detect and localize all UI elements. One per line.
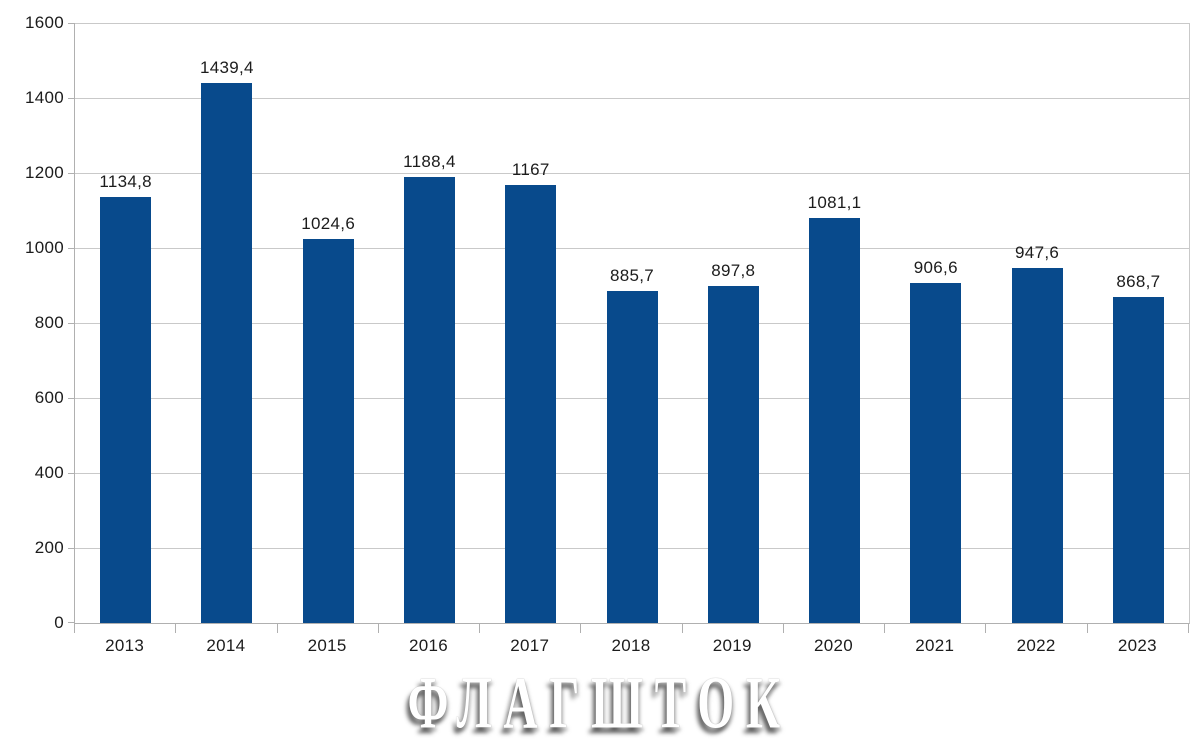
bar-2022 [1011, 267, 1063, 623]
gridline-1600 [75, 23, 1189, 24]
x-axis-tick-11 [1188, 624, 1189, 633]
x-axis-tick-7 [782, 624, 784, 633]
x-axis-label-2022: 2022 [1016, 636, 1056, 655]
x-axis-label-2018: 2018 [611, 636, 651, 655]
x-axis-tick-8 [884, 624, 886, 633]
y-axis-tick-400 [68, 473, 75, 474]
y-axis-label-400: 400 [34, 463, 64, 482]
x-axis-tick-3 [377, 624, 379, 633]
bar-2017 [505, 185, 557, 623]
y-axis-tick-1400 [68, 98, 75, 99]
bar-2014 [201, 83, 253, 623]
gridline-1200 [75, 173, 1189, 174]
bar-value-2022: 947,6 [1015, 242, 1060, 262]
bar-2015 [302, 238, 354, 623]
y-axis-tick-0 [68, 622, 75, 623]
x-axis-label-2023: 2023 [1117, 636, 1157, 655]
bar-2013 [100, 197, 152, 623]
bar-2023 [1112, 297, 1164, 623]
y-axis-label-1600: 1600 [24, 13, 64, 32]
y-axis-label-200: 200 [34, 538, 64, 557]
x-axis-tick-5 [580, 624, 582, 633]
bar-value-2018: 885,7 [609, 265, 655, 285]
bar-2020 [809, 217, 861, 623]
bar-value-2020: 1081,1 [807, 192, 862, 212]
x-axis-label-2021: 2021 [915, 636, 955, 655]
x-axis-tick-10 [1086, 624, 1088, 633]
x-axis-tick-4 [479, 624, 481, 633]
y-axis-label-0: 0 [54, 613, 64, 632]
watermark-logo-text: ФЛАГШТОК [407, 662, 793, 743]
bar-value-2021: 906,6 [913, 258, 958, 278]
y-axis-label-1200: 1200 [24, 163, 64, 182]
x-axis-label-2013: 2013 [105, 636, 145, 655]
y-axis-label-600: 600 [34, 388, 64, 407]
bar-value-2016: 1188,4 [403, 152, 456, 172]
x-axis-label-2017: 2017 [510, 636, 550, 655]
bar-value-2014: 1439,4 [200, 58, 254, 78]
bar-value-2015: 1024,6 [301, 213, 356, 233]
x-axis-label-2019: 2019 [712, 636, 752, 655]
x-axis-tick-6 [681, 624, 683, 633]
y-axis-label-1400: 1400 [24, 88, 64, 107]
x-axis-label-2015: 2015 [307, 636, 347, 655]
bar-2021 [910, 283, 962, 623]
x-axis-label-2020: 2020 [814, 636, 854, 655]
x-axis-tick-0 [74, 624, 75, 633]
x-axis-tick-9 [985, 624, 987, 633]
watermark-row: ФЛАГШТОК [0, 666, 1200, 740]
bar-value-2017: 1167 [511, 160, 550, 180]
bar-2018 [606, 290, 658, 623]
bar-value-2013: 1134,8 [99, 172, 152, 192]
bar-2016 [403, 177, 455, 623]
y-axis-tick-1200 [68, 173, 75, 174]
x-axis-label-2016: 2016 [408, 636, 448, 655]
gridline-1000 [75, 248, 1189, 249]
y-axis-tick-1000 [68, 248, 75, 249]
x-axis-tick-2 [276, 624, 278, 633]
y-axis-tick-600 [68, 398, 75, 399]
y-axis-tick-200 [68, 548, 75, 549]
gridline-1400 [75, 98, 1189, 99]
plot-area: 1134,8 1439,4 1024,6 1188,4 1167 885,7 897,8 10… [68, 23, 1190, 624]
y-axis-tick-800 [68, 323, 75, 324]
y-axis-tick-1600 [68, 23, 75, 24]
y-axis-label-800: 800 [34, 313, 64, 332]
bar-value-2019: 897,8 [711, 261, 756, 281]
bar-2019 [707, 286, 759, 623]
bar-value-2023: 868,7 [1116, 272, 1161, 292]
x-axis-tick-1 [175, 624, 177, 633]
y-axis-label-1000: 1000 [24, 238, 64, 257]
x-axis-label-2014: 2014 [206, 636, 246, 655]
